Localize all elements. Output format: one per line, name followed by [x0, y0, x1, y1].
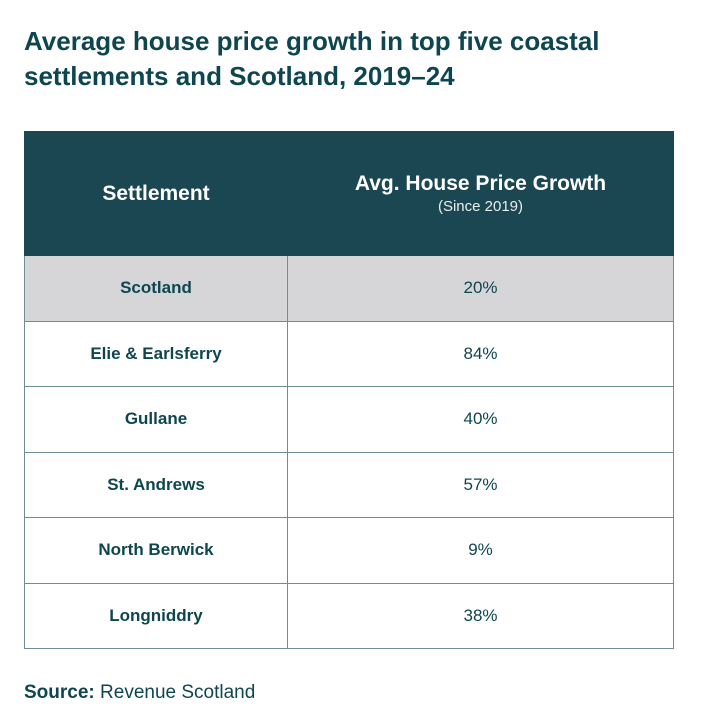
settlement-cell: North Berwick: [24, 517, 288, 584]
table-row: Scotland 20%: [24, 255, 674, 322]
growth-cell: 84%: [287, 320, 674, 387]
settlement-cell: Elie & Earlsferry: [24, 320, 288, 387]
header-growth: Avg. House Price Growth (Since 2019): [287, 131, 674, 256]
table-row: Elie & Earlsferry 84%: [24, 320, 674, 387]
header-growth-label: Avg. House Price Growth: [354, 172, 607, 195]
growth-table: Settlement Avg. House Price Growth (Sinc…: [24, 131, 674, 649]
settlement-cell: Longniddry: [24, 582, 288, 649]
settlement-cell: Gullane: [24, 386, 288, 453]
source-text: Revenue Scotland: [100, 682, 256, 703]
settlement-cell: Scotland: [24, 255, 288, 322]
header-growth-subtitle: (Since 2019): [437, 198, 524, 215]
chart-title: Average house price growth in top five c…: [24, 26, 600, 91]
table-row: St. Andrews 57%: [24, 451, 674, 518]
table-row: Gullane 40%: [24, 386, 674, 453]
table-header-row: Settlement Avg. House Price Growth (Sinc…: [24, 131, 674, 256]
header-settlement: Settlement: [24, 131, 288, 256]
growth-cell: 20%: [287, 255, 674, 322]
source-label: Source:: [24, 682, 95, 703]
table-row: Longniddry 38%: [24, 582, 674, 649]
growth-cell: 38%: [287, 582, 674, 649]
table-row: North Berwick 9%: [24, 517, 674, 584]
source-note: Source: Revenue Scotland: [24, 682, 255, 704]
growth-cell: 57%: [287, 451, 674, 518]
growth-cell: 40%: [287, 386, 674, 453]
growth-cell: 9%: [287, 517, 674, 584]
settlement-cell: St. Andrews: [24, 451, 288, 518]
